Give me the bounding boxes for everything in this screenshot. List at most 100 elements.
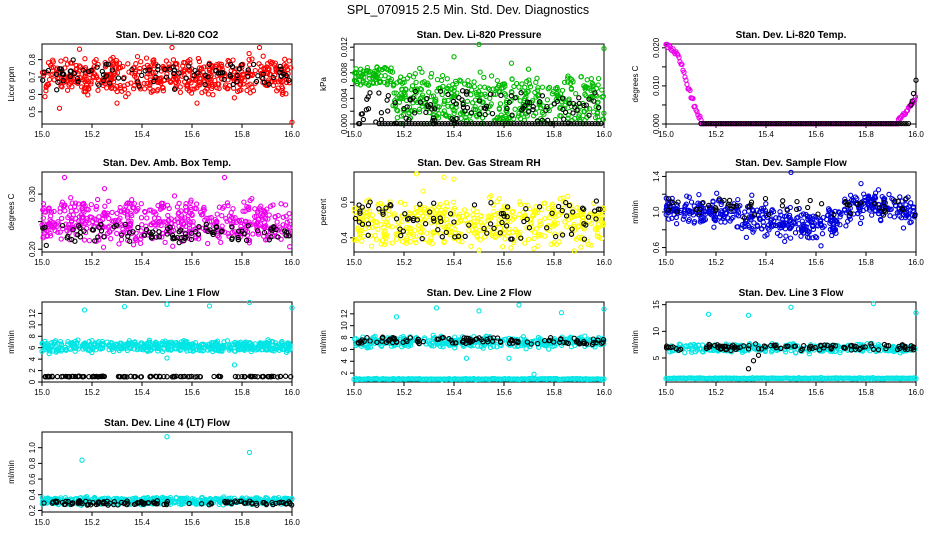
x-tick-label: 15.8 [546,130,562,139]
data-point [688,199,695,205]
data-point [42,93,48,100]
data-point [561,79,568,86]
data-point [257,68,264,74]
data-point [468,87,475,93]
data-point [246,50,252,57]
data-point [425,104,431,110]
x-tick-label: 15.8 [546,258,562,267]
data-point [474,91,480,98]
data-point [103,85,110,91]
data-point [137,240,144,247]
data-point [445,91,451,98]
data-point [595,120,601,127]
data-point [416,106,422,113]
data-point [533,226,539,232]
data-point [599,87,605,93]
data-point [82,56,88,62]
data-point [780,198,786,204]
x-tick-label: 15.4 [446,130,462,139]
data-point [551,101,558,107]
data-point [278,73,284,80]
data-point [432,98,438,104]
data-point [171,86,178,92]
data-point [800,120,807,127]
data-point [99,68,105,75]
data-point [600,116,606,122]
data-point [713,120,719,127]
data-point [379,120,385,127]
points-group [663,300,919,382]
data-point [550,120,556,127]
y-tick-label: 0.20 [28,241,37,257]
data-point [905,120,912,127]
chart-title: Stan. Dev. Li-820 Temp. [736,30,847,41]
data-point [370,80,377,86]
data-point [394,115,400,121]
data-point [46,76,53,83]
data-point [118,236,125,243]
data-point [470,100,476,106]
data-point [787,235,794,241]
data-point [400,112,407,118]
data-point [805,120,812,127]
data-point [121,86,128,92]
data-point [898,120,904,127]
data-point [847,192,854,198]
data-point [477,84,483,90]
y-tick-label: 0.6 [28,88,37,100]
data-point [535,85,541,91]
data-point [488,73,495,79]
data-point [428,74,434,80]
data-point [412,110,418,116]
data-point [519,107,525,113]
data-point [512,106,518,112]
data-point [484,120,490,127]
data-point [578,244,584,250]
data-point [77,75,83,81]
data-point [151,215,158,221]
data-point [502,236,508,242]
data-point [412,88,419,95]
data-point [845,120,852,127]
data-point [745,120,752,127]
data-point [735,196,741,203]
data-point [518,90,524,96]
data-point [171,70,177,77]
data-point [260,75,266,82]
data-point [418,120,424,127]
data-point [413,79,419,86]
data-point [240,81,246,87]
data-point [117,65,124,71]
data-point [529,120,535,127]
data-point [85,79,92,85]
data-point [394,120,400,127]
data-point [439,72,446,79]
data-point [583,102,589,108]
data-point [710,120,717,127]
data-point [530,106,536,113]
data-point [287,244,293,250]
data-point [592,90,598,96]
data-point [458,115,464,122]
data-point [171,193,178,199]
data-point [262,65,269,71]
data-point [415,120,421,127]
data-point [472,104,478,110]
data-point [430,115,437,121]
data-point [534,87,541,93]
data-point [418,86,425,93]
data-point [249,71,256,78]
data-point [421,120,427,127]
data-point [147,80,154,86]
data-point [556,239,562,245]
data-point [76,63,83,69]
data-point [540,103,547,109]
data-point [144,215,150,221]
y-tick-label: 1.4 [652,170,661,182]
data-point [365,232,371,238]
data-point [730,120,737,127]
y-tick-label: 0.6 [340,196,349,208]
data-point [749,192,755,198]
x-tick-label: 15.0 [346,258,362,267]
